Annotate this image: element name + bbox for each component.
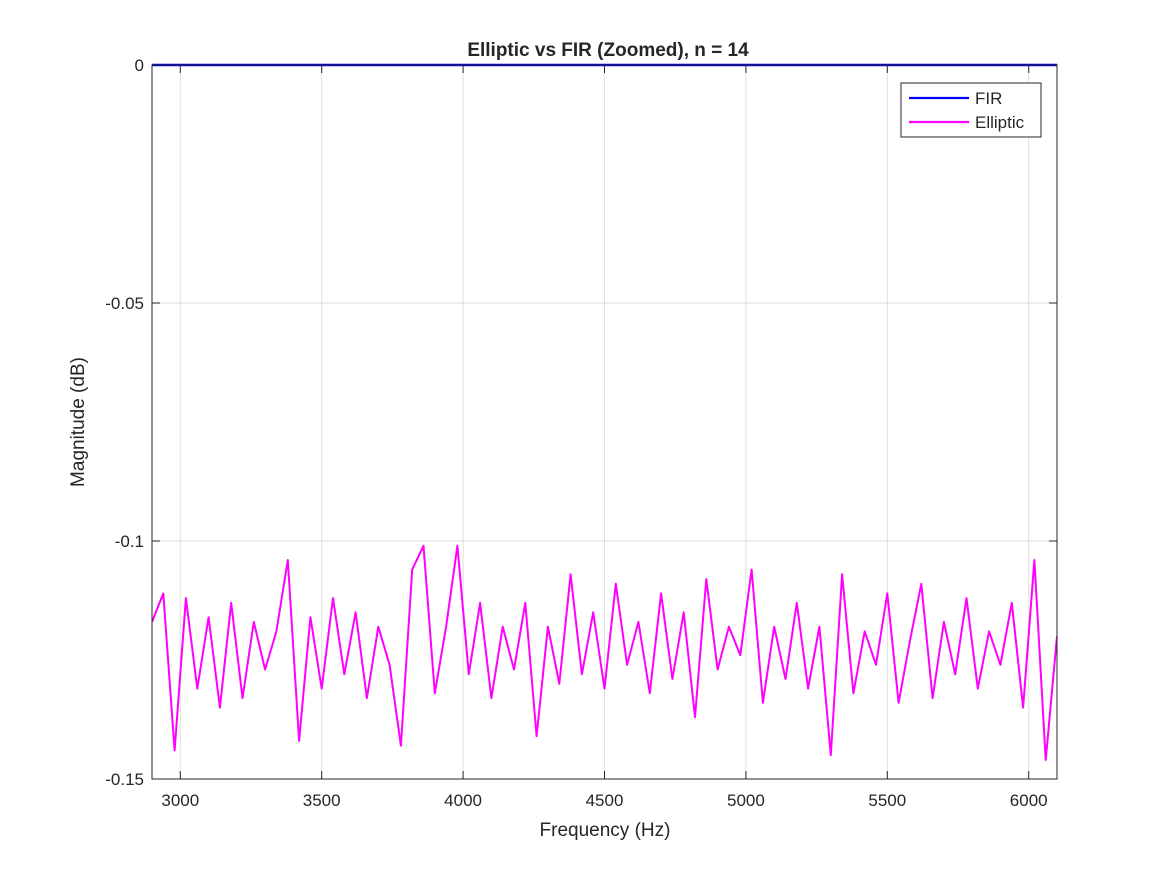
legend-label-elliptic: Elliptic <box>975 113 1025 132</box>
legend: FIR Elliptic <box>900 82 1042 138</box>
y-tick-label: 0 <box>135 56 144 75</box>
legend-label-fir: FIR <box>975 89 1002 108</box>
x-tick-label: 6000 <box>1010 791 1048 810</box>
ticks <box>152 64 1057 780</box>
x-tick-label: 5000 <box>727 791 765 810</box>
x-axis-label: Frequency (Hz) <box>540 820 671 841</box>
tick-labels: 3000 3500 4000 4500 5000 5500 6000 -0.15 -0.1 -0.… <box>105 56 1047 810</box>
y-tick-label: -0.15 <box>105 770 144 789</box>
x-tick-label: 4000 <box>444 791 482 810</box>
y-tick-label: -0.05 <box>105 294 144 313</box>
x-tick-label: 5500 <box>868 791 906 810</box>
y-tick-label: -0.1 <box>115 532 144 551</box>
series-elliptic-group <box>152 544 1057 761</box>
x-tick-label: 3000 <box>161 791 199 810</box>
series-line-elliptic <box>152 544 1057 761</box>
x-tick-label: 3500 <box>303 791 341 810</box>
x-tick-label: 4500 <box>586 791 624 810</box>
legend-box <box>900 82 1042 138</box>
chart-title: Elliptic vs FIR (Zoomed), n = 14 <box>467 40 749 61</box>
y-axis-label: Magnitude (dB) <box>68 357 89 487</box>
